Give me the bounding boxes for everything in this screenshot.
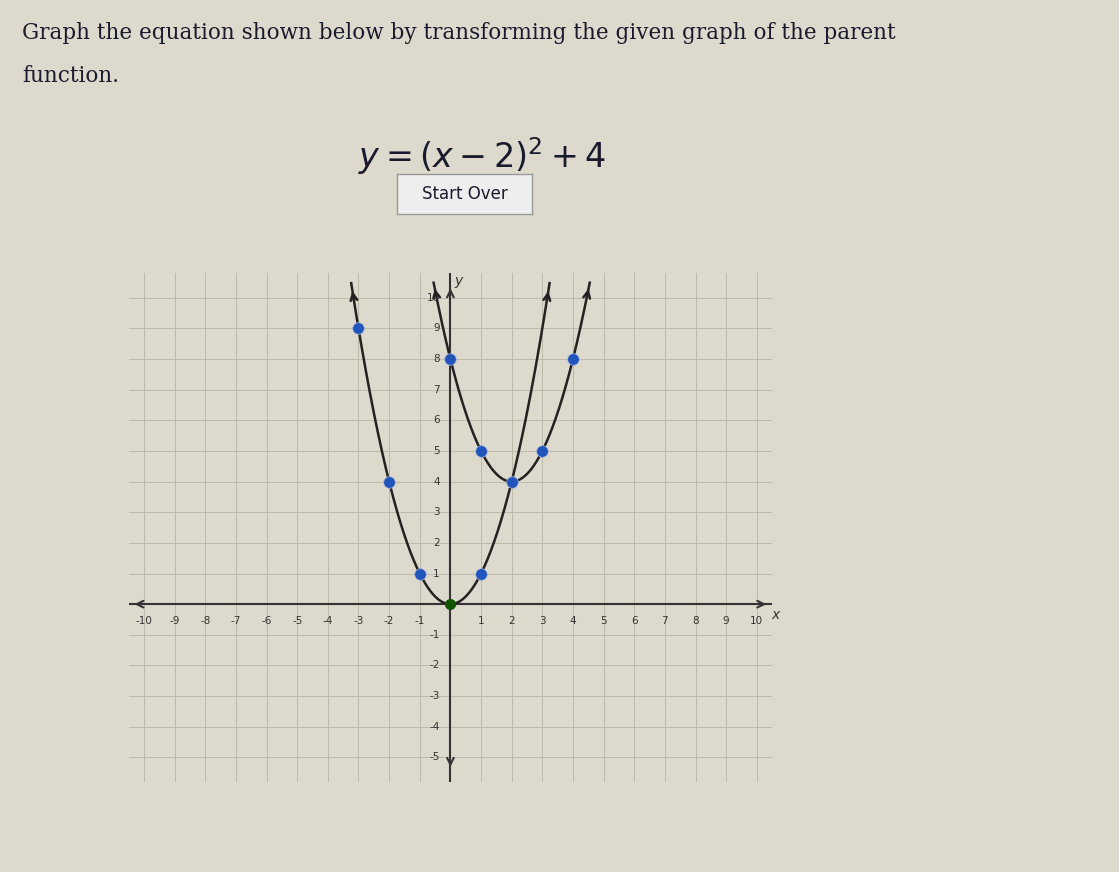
- Text: -8: -8: [200, 617, 210, 626]
- Text: $y = (x - 2)^2 + 4$: $y = (x - 2)^2 + 4$: [358, 135, 606, 177]
- Text: 5: 5: [600, 617, 606, 626]
- Text: 5: 5: [433, 446, 440, 456]
- Text: 1: 1: [478, 617, 485, 626]
- Point: [472, 444, 490, 458]
- Text: -9: -9: [169, 617, 180, 626]
- Text: 3: 3: [539, 617, 546, 626]
- Point: [564, 352, 582, 366]
- Text: -2: -2: [430, 660, 440, 671]
- Text: -3: -3: [430, 691, 440, 701]
- Text: -1: -1: [430, 630, 440, 640]
- Text: 8: 8: [693, 617, 699, 626]
- Text: -4: -4: [430, 722, 440, 732]
- Text: 7: 7: [433, 385, 440, 395]
- Point: [380, 474, 398, 488]
- Point: [502, 474, 520, 488]
- Text: -1: -1: [414, 617, 425, 626]
- Text: -10: -10: [135, 617, 152, 626]
- Text: 7: 7: [661, 617, 668, 626]
- Text: 6: 6: [433, 415, 440, 426]
- Text: x: x: [771, 608, 779, 622]
- Text: 4: 4: [433, 477, 440, 487]
- Text: 1: 1: [433, 569, 440, 578]
- Text: 8: 8: [433, 354, 440, 364]
- Text: 3: 3: [433, 508, 440, 517]
- Text: -7: -7: [231, 617, 241, 626]
- Text: 9: 9: [723, 617, 730, 626]
- Text: -2: -2: [384, 617, 394, 626]
- Point: [349, 322, 367, 336]
- Text: 2: 2: [433, 538, 440, 548]
- Text: 9: 9: [433, 324, 440, 333]
- Text: 10: 10: [426, 293, 440, 303]
- Text: -6: -6: [262, 617, 272, 626]
- Point: [534, 444, 552, 458]
- Text: Start Over: Start Over: [422, 185, 507, 203]
- Text: y: y: [454, 274, 462, 288]
- Text: 2: 2: [508, 617, 515, 626]
- Point: [472, 567, 490, 581]
- Point: [411, 567, 429, 581]
- Text: -3: -3: [354, 617, 364, 626]
- Text: function.: function.: [22, 65, 120, 87]
- Text: -5: -5: [292, 617, 302, 626]
- Text: 10: 10: [750, 617, 763, 626]
- Point: [441, 352, 459, 366]
- Text: Graph the equation shown below by transforming the given graph of the parent: Graph the equation shown below by transf…: [22, 22, 896, 44]
- Text: -4: -4: [322, 617, 333, 626]
- Point: [441, 597, 459, 611]
- Text: 4: 4: [570, 617, 576, 626]
- Text: -5: -5: [430, 753, 440, 762]
- Text: 6: 6: [631, 617, 638, 626]
